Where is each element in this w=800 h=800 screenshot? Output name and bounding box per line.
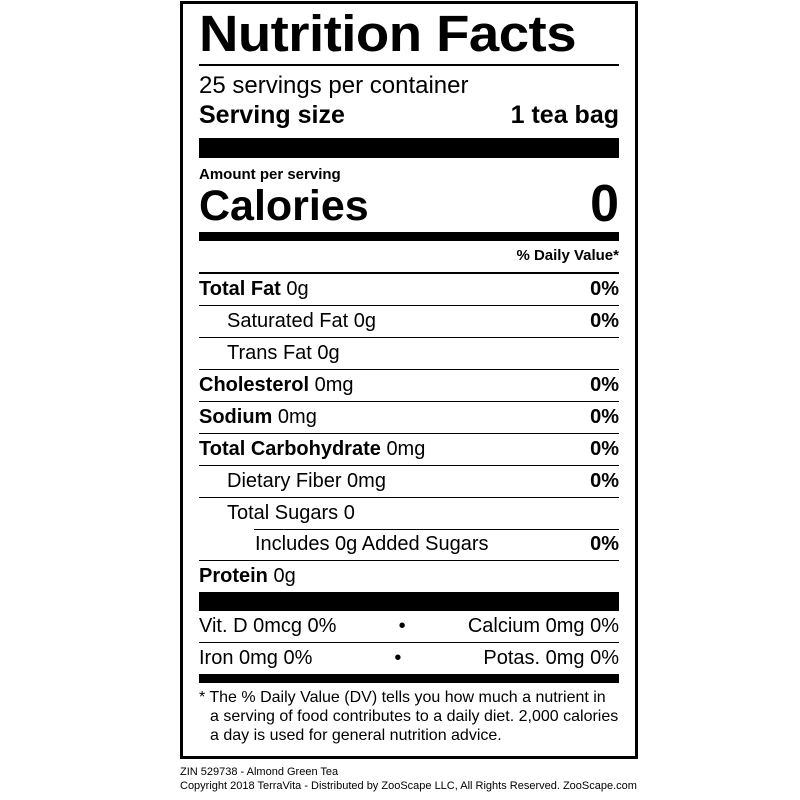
nutrient-name: Protein [199,565,268,587]
nutrient-row-protein: Protein 0g [199,560,619,592]
vitamin-d: Vit. D 0mcg 0% [199,615,337,637]
iron: Iron 0mg 0% [199,647,313,669]
nutrient-dv: 0% [590,278,619,300]
bullet: • [398,615,406,637]
nutrient-name: Total Sugars [227,502,339,524]
nutrient-amount: 0g [353,310,376,332]
nutrient-dv: 0% [590,310,619,332]
nutrient-row-saturated-fat: Saturated Fat 0g 0% [199,305,619,337]
nutrient-dv: 0% [590,470,619,492]
potassium: Potas. 0mg 0% [483,647,619,669]
nutrient-name: Trans Fat [227,342,312,364]
vitamin-row: Iron 0mg 0% • Potas. 0mg 0% [199,643,619,674]
nutrient-name: Total Fat [199,278,281,300]
nutrient-amount: 0mg [314,374,354,396]
medium-divider [199,232,619,241]
nutrient-row-trans-fat: Trans Fat 0g [199,337,619,369]
nutrient-amount: 0g [317,342,340,364]
copyright: Copyright 2018 TerraVita - Distributed b… [180,780,637,792]
daily-value-header: % Daily Value* [516,247,619,264]
nutrient-amount: 0mg [386,438,426,460]
nutrient-amount: 0g [286,278,309,300]
nutrient-amount: 0 [343,502,355,524]
medium-divider [199,674,619,683]
product-meta: ZIN 529738 - Almond Green Tea Copyright … [180,765,637,793]
nutrition-facts-label: Nutrition Facts 25 servings per containe… [180,1,638,759]
nutrient-name: Cholesterol [199,374,310,396]
thick-divider [199,138,619,158]
nutrient-row-added-sugars: Includes 0g Added Sugars 0% [199,529,619,560]
nutrient-name: Dietary Fiber [227,470,342,492]
servings-per-container: 25 servings per container [199,72,469,99]
nutrient-dv: 0% [590,374,619,396]
nutrient-dv: 0% [590,438,619,460]
nutrient-row-total-fat: Total Fat 0g 0% [199,272,619,305]
bullet: • [394,647,402,669]
calories-value: 0 [590,175,619,233]
label-title: Nutrition Facts [199,5,577,62]
nutrient-dv: 0% [590,406,619,428]
nutrient-dv: 0% [590,533,619,555]
nutrient-amount: 0mg [277,406,317,428]
nutrient-row-total-carbohydrate: Total Carbohydrate 0mg 0% [199,433,619,465]
nutrient-name: Sodium [199,406,273,428]
nutrient-amount: 0g [273,565,296,587]
divider [199,64,619,66]
calcium: Calcium 0mg 0% [467,615,619,637]
nutrient-row-total-sugars: Total Sugars 0 [199,497,619,529]
nutrient-name: Includes 0g Added Sugars [255,533,489,555]
serving-size-label: Serving size [199,101,345,129]
nutrient-row-dietary-fiber: Dietary Fiber 0mg 0% [199,465,619,497]
nutrient-name: Total Carbohydrate [199,438,381,460]
nutrient-row-sodium: Sodium 0mg 0% [199,401,619,433]
serving-size: Serving size 1 tea bag [199,100,619,130]
nutrient-name: Saturated Fat [227,310,349,332]
amount-per-serving: Amount per serving [199,166,341,183]
product-id: ZIN 529738 - Almond Green Tea [180,766,339,778]
calories-label: Calories [199,182,369,230]
footnote: * The % Daily Value (DV) tells you how m… [199,689,619,744]
nutrient-row-cholesterol: Cholesterol 0mg 0% [199,369,619,401]
nutrient-amount: 0mg [347,470,386,492]
calories: Calories 0 [199,175,619,233]
thick-divider [199,592,619,611]
vitamin-row: Vit. D 0mcg 0% • Calcium 0mg 0% [199,611,619,643]
serving-size-value: 1 tea bag [510,101,619,129]
